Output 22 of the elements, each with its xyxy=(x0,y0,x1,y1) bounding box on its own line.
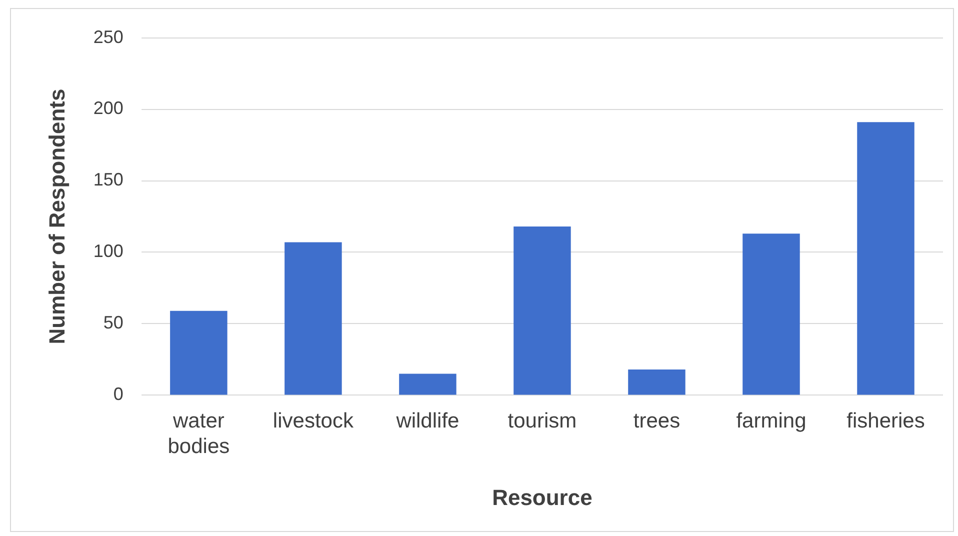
bar xyxy=(514,226,571,395)
bar xyxy=(742,234,800,395)
y-tick-label: 0 xyxy=(113,384,124,404)
x-tick-label: tourism xyxy=(508,410,577,433)
x-tick-label: livestock xyxy=(272,410,354,433)
bar xyxy=(628,369,686,395)
x-tick-label: fisheries xyxy=(846,410,925,433)
bar xyxy=(170,310,228,395)
x-tick-label: wildlife xyxy=(395,410,460,433)
y-tick-label: 250 xyxy=(93,26,124,47)
x-tick-label: farming xyxy=(736,410,806,433)
bar xyxy=(284,242,342,395)
x-tick-label: water bodies xyxy=(168,410,230,458)
x-axis-title: Resource xyxy=(492,484,592,510)
x-tick-label: trees xyxy=(633,410,680,433)
y-tick-label: 150 xyxy=(93,170,124,190)
y-tick-label: 100 xyxy=(93,241,124,262)
y-axis-title: Number of Respondents xyxy=(44,88,70,344)
y-tick-label: 50 xyxy=(103,312,124,333)
bar xyxy=(399,374,456,395)
y-tick-label: 200 xyxy=(93,98,124,118)
bar xyxy=(857,122,914,395)
